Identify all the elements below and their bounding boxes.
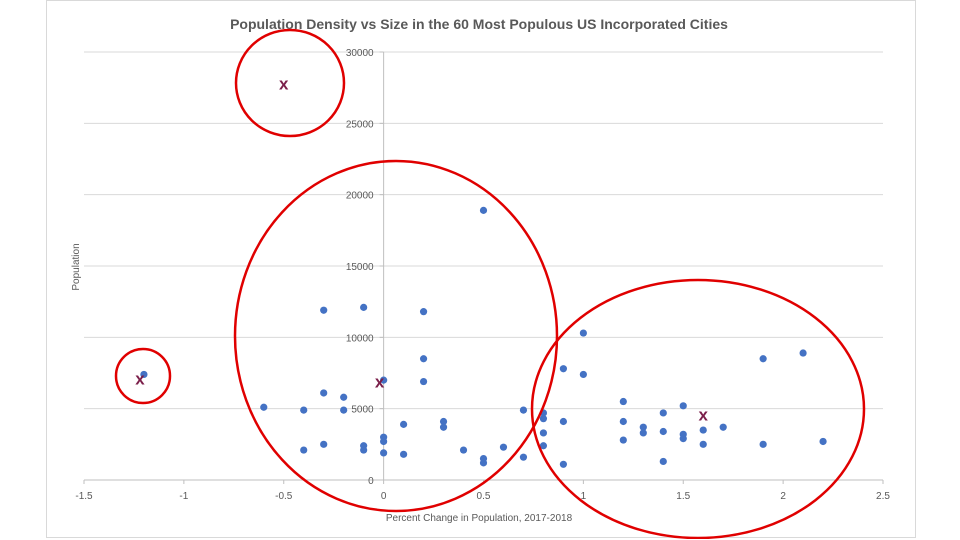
data-point <box>140 370 148 379</box>
cluster-circle <box>530 278 866 539</box>
data-point <box>320 306 328 314</box>
gridlines <box>84 51 883 410</box>
data-point <box>439 417 448 426</box>
chart-title: Population Density vs Size in the 60 Mos… <box>230 16 728 32</box>
axes: 0 5000 10000 15000 20000 25000 30000 -1.5 -1 -0.5… <box>75 48 890 502</box>
x-tick-label: 1.5 <box>676 491 690 502</box>
data-point <box>340 406 348 414</box>
centroid-x-marker: x <box>279 74 289 93</box>
data-point <box>479 459 488 467</box>
data-point <box>400 450 408 458</box>
data-point <box>579 329 587 337</box>
data-point <box>799 349 807 357</box>
data-point <box>759 355 767 363</box>
data-point <box>539 429 548 437</box>
y-tick-label: 5000 <box>351 405 374 416</box>
centroid-markers: x x x x <box>135 74 708 424</box>
data-point <box>659 427 667 436</box>
data-point <box>320 389 328 397</box>
data-point <box>559 460 568 468</box>
y-tick-label: 25000 <box>346 119 374 130</box>
data-point <box>539 415 548 423</box>
data-point <box>519 453 528 461</box>
data-point <box>819 437 827 446</box>
data-point <box>519 406 528 414</box>
scatter-chart: Population Density vs Size in the 60 Mos… <box>71 16 890 539</box>
data-point <box>419 355 428 363</box>
x-tick-label: -1 <box>179 491 188 502</box>
data-point <box>360 446 368 454</box>
data-point <box>300 406 308 414</box>
cluster-circle <box>233 159 559 513</box>
y-tick-label: 10000 <box>346 333 374 344</box>
centroid-x-marker: x <box>135 370 145 389</box>
data-point <box>380 437 388 446</box>
data-point <box>300 446 308 454</box>
data-point <box>639 429 647 437</box>
centroid-x-marker: x <box>375 373 385 392</box>
data-point <box>679 402 687 410</box>
data-point <box>659 409 667 417</box>
y-tick-label: 20000 <box>346 191 374 202</box>
data-point <box>559 417 568 426</box>
cluster-circles <box>114 28 866 539</box>
data-point <box>619 436 627 444</box>
y-tick-label: 30000 <box>346 48 374 59</box>
data-point <box>419 308 428 316</box>
cluster-circle <box>114 347 172 405</box>
data-point <box>439 423 448 431</box>
data-point <box>260 403 268 411</box>
data-point <box>719 423 727 431</box>
data-point <box>619 397 627 406</box>
x-tick-label: 0 <box>381 491 387 502</box>
x-tick-label: -1.5 <box>75 491 93 502</box>
x-tick-label: 1 <box>581 491 587 502</box>
data-points <box>140 206 827 468</box>
data-point <box>619 417 627 426</box>
data-point <box>340 393 348 401</box>
data-point <box>679 435 687 443</box>
cluster-circle <box>234 28 346 138</box>
data-point <box>320 440 328 448</box>
data-point <box>499 443 508 451</box>
chart-area: Population Density vs Size in the 60 Mos… <box>46 0 916 539</box>
x-tick-label: 0.5 <box>477 491 491 502</box>
data-point <box>360 303 368 311</box>
centroid-x-marker: x <box>698 405 708 424</box>
y-axis-label: Population <box>71 243 82 290</box>
data-point <box>380 376 388 384</box>
y-tick-label: 15000 <box>346 262 374 273</box>
data-point <box>579 370 587 379</box>
data-point <box>479 206 488 214</box>
data-point <box>400 420 408 428</box>
x-tick-label: -0.5 <box>275 491 293 502</box>
data-point <box>539 442 548 450</box>
data-point <box>699 440 707 448</box>
data-point <box>699 426 707 434</box>
data-point <box>380 449 388 457</box>
data-point <box>459 446 468 454</box>
data-point <box>559 365 568 373</box>
x-tick-label: 2.5 <box>876 491 890 502</box>
y-tick-label: 0 <box>368 476 374 487</box>
x-axis-label: Percent Change in Population, 2017-2018 <box>386 513 573 524</box>
data-point <box>639 423 647 431</box>
data-point <box>419 377 428 386</box>
data-point <box>759 440 767 448</box>
x-tick-label: 2 <box>780 491 786 502</box>
data-point <box>659 457 667 466</box>
